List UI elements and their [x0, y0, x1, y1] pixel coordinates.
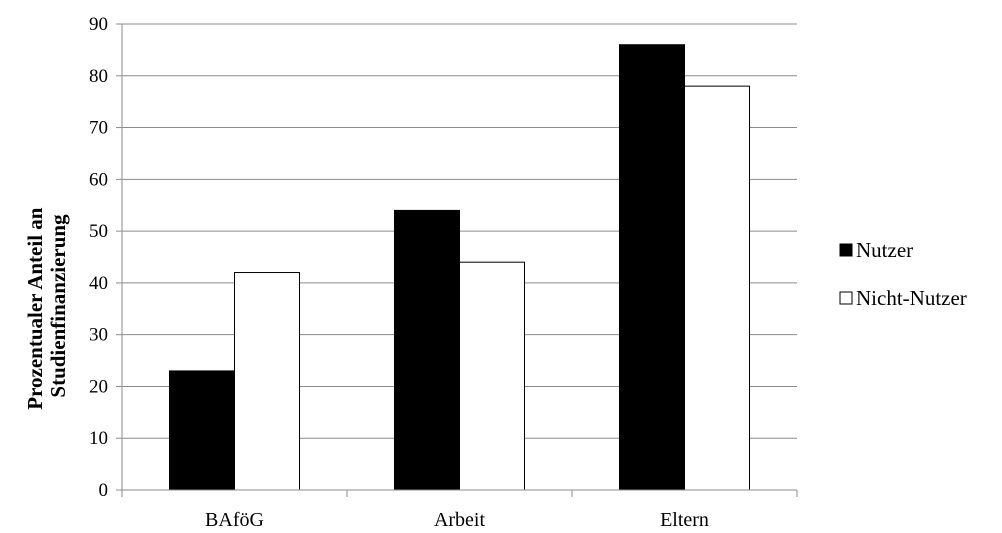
x-category-label-1: Arbeit: [434, 509, 486, 531]
legend-item-nicht-nutzer: Nicht-Nutzer: [839, 286, 967, 310]
bar-nutzer-eltern: [619, 44, 685, 491]
y-tick-label-90: 90: [89, 14, 108, 35]
y-tick-label-0: 0: [99, 480, 109, 501]
bar-nicht-nutzer-bafög: [234, 272, 300, 491]
bar-nutzer-arbeit: [394, 209, 460, 491]
legend-swatch-nicht-nutzer: [839, 291, 853, 305]
y-axis-label-line-1: Prozentualer Anteil an: [23, 207, 47, 410]
bar-nicht-nutzer-arbeit: [459, 261, 525, 491]
y-tick-label-50: 50: [89, 221, 108, 242]
axes: [116, 23, 798, 497]
y-tick-labels: 0 10 20 30 40 50 60 70 80 90: [89, 14, 108, 501]
y-tick-label-30: 30: [89, 325, 108, 346]
y-tick-label-70: 70: [89, 118, 108, 139]
y-tick-label-60: 60: [89, 169, 108, 190]
y-tick-label-40: 40: [89, 273, 108, 294]
y-tick-label-80: 80: [89, 66, 108, 87]
y-axis-label-line-2: Studienfinanzierung: [46, 214, 70, 398]
legend: Nutzer Nicht-Nutzer: [839, 238, 967, 310]
legend-item-nutzer: Nutzer: [839, 238, 913, 262]
bar-nicht-nutzer-eltern: [684, 85, 750, 491]
y-tick-label-20: 20: [89, 376, 108, 397]
legend-label-nicht-nutzer: Nicht-Nutzer: [856, 286, 967, 310]
bars: [169, 44, 750, 491]
bar-nutzer-bafög: [169, 370, 235, 491]
x-category-label-2: Eltern: [660, 509, 709, 531]
x-category-labels: BAföG Arbeit Eltern: [205, 509, 709, 531]
legend-swatch-nutzer: [839, 243, 853, 257]
y-tick-label-10: 10: [89, 428, 108, 449]
x-category-label-0: BAföG: [205, 509, 264, 531]
legend-label-nutzer: Nutzer: [856, 238, 913, 262]
y-axis-label: Prozentualer Anteil an Studienfinanzieru…: [23, 202, 70, 409]
